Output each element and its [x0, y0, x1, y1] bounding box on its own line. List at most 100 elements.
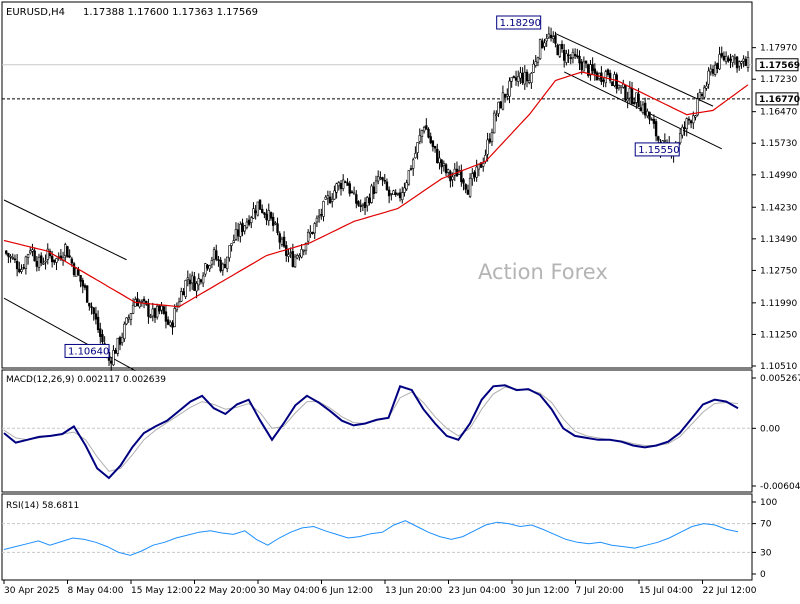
rsi-label: RSI(14) 58.6811 — [6, 501, 79, 511]
moving-average-line — [3, 71, 749, 308]
candle-body — [188, 279, 192, 285]
candle-body — [407, 170, 411, 185]
price-y-tick-label: 1.11990 — [760, 299, 797, 309]
macd-panel-frame — [1, 369, 753, 493]
candle-body — [234, 229, 238, 240]
candle-body — [256, 201, 260, 216]
candle-body — [624, 85, 627, 101]
candle-body — [92, 307, 95, 315]
x-tick-label: 30 Jun 12:00 — [512, 586, 569, 596]
candle-body — [112, 350, 115, 366]
candle-body — [709, 68, 713, 73]
candle-body — [713, 64, 717, 75]
candle-body — [490, 132, 494, 143]
axis-layer: 1.17970 1.17230 1.16470 1.15730 1.14990 1.142… — [3, 44, 800, 596]
candle-body — [368, 197, 371, 204]
candle-body — [449, 171, 452, 182]
candle-body — [626, 98, 629, 102]
candle-body — [278, 233, 281, 243]
candle-body — [306, 231, 310, 242]
candle-body — [11, 257, 14, 259]
candle-body — [495, 114, 498, 117]
candle-body — [50, 255, 54, 263]
candle-body — [140, 300, 144, 303]
price-y-tick-label: 1.14990 — [760, 171, 797, 181]
candle-body — [462, 179, 465, 184]
candle-body — [545, 38, 548, 42]
candle-body — [241, 222, 244, 232]
candle-body — [429, 136, 432, 144]
candle-body — [716, 63, 719, 69]
candle-body — [501, 92, 505, 110]
candle-body — [654, 121, 658, 137]
candle-body — [245, 221, 249, 228]
candle-body — [530, 73, 533, 83]
candle-body — [705, 85, 708, 89]
candle-body — [720, 52, 723, 57]
candle-body — [274, 222, 277, 225]
candle-body — [296, 255, 299, 259]
candle-body — [101, 334, 104, 343]
watermark: Action Forex — [478, 260, 608, 284]
rsi-y-tick-label: 70 — [760, 520, 772, 530]
candle-body — [422, 127, 426, 132]
candle-body — [401, 192, 404, 201]
candle-body — [313, 223, 316, 234]
candle-body — [26, 254, 30, 258]
candle-body — [186, 277, 190, 280]
candle-body — [269, 212, 273, 219]
candle-body — [411, 159, 415, 169]
candle-body — [352, 192, 356, 195]
candle-body — [473, 171, 476, 178]
candle-body — [379, 177, 382, 179]
macd-main-line — [3, 384, 739, 480]
candle-body — [403, 187, 406, 193]
candle-body — [707, 70, 710, 85]
candle-body — [630, 87, 634, 104]
candle-body — [199, 279, 203, 283]
candle-body — [396, 192, 400, 195]
macd-y-tick-label: 0.00 — [760, 424, 780, 434]
price-y-tick-label: 1.14230 — [760, 203, 797, 213]
candle-body — [460, 170, 463, 183]
candle-body — [381, 177, 384, 181]
candle-body — [519, 72, 522, 79]
candle-body — [33, 250, 36, 262]
candle-body — [166, 319, 170, 325]
candle-body — [744, 58, 748, 66]
candle-body — [512, 76, 516, 78]
x-tick-label: 22 May 20:00 — [195, 586, 257, 596]
candle-body — [88, 302, 91, 307]
candle-body — [499, 101, 502, 109]
candle-body — [15, 260, 19, 270]
rsi-y-tick-label: 30 — [760, 548, 772, 558]
candle-body — [523, 71, 527, 85]
candle-body — [339, 183, 343, 189]
candle-body — [565, 53, 568, 63]
candle-body — [64, 244, 67, 256]
candle-body — [37, 256, 41, 268]
candle-body — [252, 208, 255, 219]
candle-body — [628, 87, 632, 99]
candle-body — [217, 259, 220, 261]
candle-body — [731, 56, 734, 63]
candle-body — [131, 304, 135, 314]
candle-body — [298, 255, 301, 258]
x-tick-label: 13 Jun 20:00 — [385, 586, 442, 596]
candle-body — [18, 268, 21, 273]
candle-body — [96, 316, 100, 331]
candle-body — [311, 231, 314, 234]
candle-body — [20, 269, 23, 272]
candle-body — [289, 252, 292, 254]
candle-body — [81, 280, 84, 287]
candle-body — [13, 258, 17, 261]
candle-body — [541, 40, 544, 49]
candle-body — [219, 259, 222, 272]
channel-line — [3, 199, 127, 261]
candle-body — [201, 275, 205, 284]
candle-body — [4, 250, 8, 254]
candle-body — [182, 291, 185, 296]
candle-body — [83, 285, 87, 288]
price-y-tick-label: 1.17970 — [760, 44, 797, 54]
